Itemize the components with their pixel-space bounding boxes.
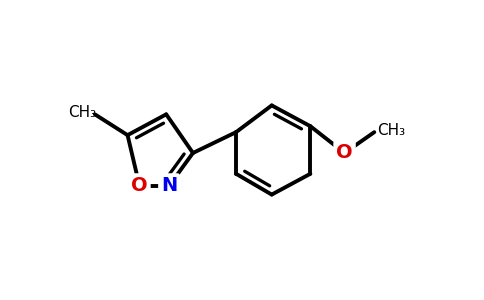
Text: O: O xyxy=(131,176,148,195)
Text: CH₃: CH₃ xyxy=(68,105,96,120)
Text: O: O xyxy=(336,143,353,163)
Text: N: N xyxy=(161,176,177,195)
Text: CH₃: CH₃ xyxy=(377,123,406,138)
